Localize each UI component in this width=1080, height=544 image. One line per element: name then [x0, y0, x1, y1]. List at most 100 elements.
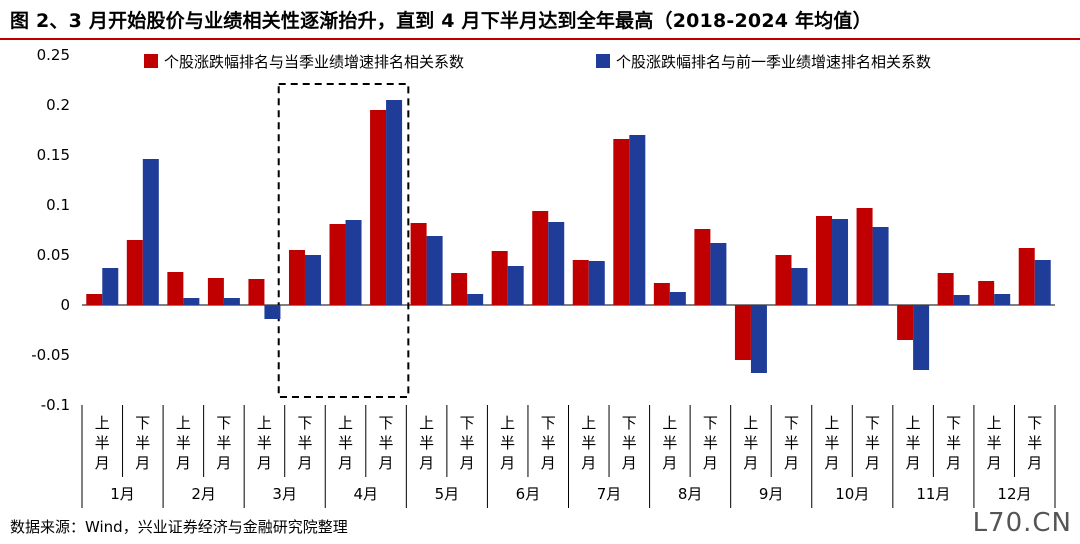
month-label: 12月 — [997, 485, 1031, 503]
half-month-label: 下半月 — [297, 414, 312, 472]
bar-series1 — [734, 305, 751, 360]
month-label: 1月 — [110, 485, 135, 503]
y-tick-label: 0 — [60, 296, 70, 314]
month-label: 8月 — [678, 485, 703, 503]
chart-title: 图 2、3 月开始股价与业绩相关性逐渐抬升，直到 4 月下半月达到全年最高（20… — [10, 10, 872, 32]
bar-series2 — [953, 295, 970, 305]
watermark: L70.CN — [972, 508, 1072, 538]
bar-series1 — [86, 294, 103, 305]
bar-series1 — [288, 250, 305, 305]
bar-series1 — [248, 279, 265, 305]
half-month-label: 下半月 — [946, 414, 961, 472]
month-label: 10月 — [835, 485, 869, 503]
source-note: 数据来源：Wind，兴业证券经济与金融研究院整理 — [10, 518, 348, 536]
bar-series1 — [897, 305, 914, 340]
bar-series2 — [142, 159, 159, 305]
bar-series2 — [426, 236, 443, 305]
bar-series1 — [775, 255, 792, 305]
bar-series2 — [588, 261, 605, 305]
bar-series1 — [167, 272, 184, 305]
bar-series1 — [532, 211, 549, 305]
bar-series2 — [750, 305, 767, 373]
y-tick-label: 0.1 — [46, 196, 70, 214]
bar-series2 — [507, 266, 524, 305]
half-month-label: 上半月 — [95, 414, 110, 472]
bar-series1 — [937, 273, 954, 305]
bar-series2 — [345, 220, 362, 305]
bar-series2 — [913, 305, 930, 370]
bar-series1 — [370, 110, 387, 305]
bar-series2 — [994, 294, 1011, 305]
y-tick-label: 0.15 — [37, 146, 70, 164]
bar-series1 — [978, 281, 995, 305]
y-tick-label: -0.05 — [31, 346, 70, 364]
bar-series2 — [304, 255, 321, 305]
half-month-label: 上半月 — [662, 414, 677, 472]
bar-series2 — [710, 243, 727, 305]
bar-series2 — [183, 298, 200, 305]
bar-series2 — [264, 305, 281, 319]
legend-label-series2: 个股涨跌幅排名与前一季业绩增速排名相关系数 — [616, 53, 931, 71]
bar-series2 — [791, 268, 808, 305]
month-label: 3月 — [272, 485, 297, 503]
half-month-label: 下半月 — [703, 414, 718, 472]
legend-label-series1: 个股涨跌幅排名与当季业绩增速排名相关系数 — [164, 53, 464, 71]
bar-series2 — [102, 268, 119, 305]
bar-series1 — [410, 223, 427, 305]
half-month-label: 下半月 — [865, 414, 880, 472]
half-month-label: 上半月 — [987, 414, 1002, 472]
chart-area: 0.25 0.2 0.15 0.1 0.05 0 -0.05 -0.1 上半月 下半月 上半月 下半… — [31, 46, 1056, 508]
month-label: 2月 — [191, 485, 216, 503]
bar-series2 — [386, 100, 403, 305]
half-month-label: 下半月 — [460, 414, 475, 472]
bars-group — [86, 100, 1051, 373]
half-month-label: 下半月 — [216, 414, 231, 472]
half-month-label: 下半月 — [379, 414, 394, 472]
month-label: 11月 — [916, 485, 950, 503]
half-month-label: 下半月 — [541, 414, 556, 472]
month-label: 9月 — [759, 485, 784, 503]
bar-series1 — [1018, 248, 1035, 305]
bar-series1 — [856, 208, 873, 305]
month-label: 6月 — [516, 485, 541, 503]
bar-series2 — [467, 294, 484, 305]
bar-series1 — [816, 216, 833, 305]
bar-series1 — [126, 240, 143, 305]
bar-series1 — [572, 260, 589, 305]
half-month-label: 上半月 — [257, 414, 272, 472]
title-rule — [0, 38, 1080, 40]
legend-group: 个股涨跌幅排名与当季业绩增速排名相关系数 个股涨跌幅排名与前一季业绩增速排名相关系… — [144, 53, 931, 71]
labels-group: 上半月 下半月 上半月 下半月 上半月 下半月 上半月 下半月 上半月 下半月 上半月 下半月 上半月 下… — [95, 414, 1042, 503]
bar-series1 — [694, 229, 711, 305]
bar-series1 — [491, 251, 508, 305]
bar-series2 — [548, 222, 565, 305]
bar-series1 — [329, 224, 346, 305]
half-month-label: 下半月 — [1027, 414, 1042, 472]
bar-series1 — [207, 278, 224, 305]
bar-series1 — [653, 283, 670, 305]
half-month-label: 上半月 — [581, 414, 596, 472]
bar-series2 — [223, 298, 240, 305]
y-tick-label: 0.05 — [37, 246, 70, 264]
legend-swatch-series1 — [144, 54, 158, 68]
month-label: 4月 — [354, 485, 379, 503]
bar-series2 — [1034, 260, 1051, 305]
bar-series1 — [451, 273, 468, 305]
half-month-label: 上半月 — [825, 414, 840, 472]
half-month-label: 上半月 — [338, 414, 353, 472]
y-tick-label: -0.1 — [41, 396, 70, 414]
month-label: 5月 — [435, 485, 460, 503]
bar-series2 — [669, 292, 686, 305]
half-month-label: 上半月 — [419, 414, 434, 472]
half-month-label: 上半月 — [743, 414, 758, 472]
half-month-label: 上半月 — [176, 414, 191, 472]
bar-series2 — [872, 227, 889, 305]
y-tick-label: 0.25 — [37, 46, 70, 64]
half-month-label: 下半月 — [784, 414, 799, 472]
half-month-label: 上半月 — [500, 414, 515, 472]
bar-series1 — [613, 139, 630, 305]
month-label: 7月 — [597, 485, 622, 503]
bar-series2 — [629, 135, 646, 305]
half-month-label: 上半月 — [906, 414, 921, 472]
half-month-label: 下半月 — [622, 414, 637, 472]
